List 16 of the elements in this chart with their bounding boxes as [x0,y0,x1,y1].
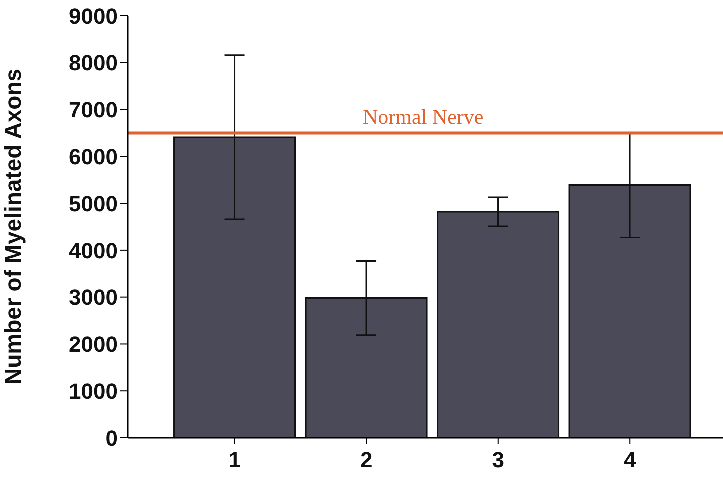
y-tick-label: 2000 [69,332,118,358]
y-axis-title: Number of Myelinated Axons [0,68,26,386]
y-tick-label: 9000 [69,4,118,29]
y-tick-label: 5000 [69,191,118,216]
y-tick-label: 6000 [69,144,118,170]
x-tick-label: 4 [624,448,637,473]
x-tick-label: 1 [228,448,241,473]
y-tick-label: 8000 [69,50,118,76]
y-tick-label: 7000 [69,98,118,123]
y-tick-label: 4000 [69,238,118,264]
y-tick-label: 0 [106,426,118,451]
x-tick-label: 3 [492,448,504,473]
x-tick-label: 2 [360,448,373,473]
ref-line-label: Normal Nerve [363,105,484,130]
y-tick-label: 3000 [69,285,118,310]
y-tick-label: 1000 [69,378,118,404]
